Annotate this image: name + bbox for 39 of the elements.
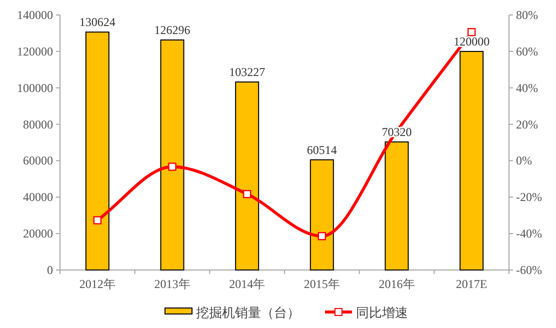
y2-tick-label: -20% [516, 190, 542, 204]
y2-tick-label: 0% [516, 154, 532, 168]
x-tick-label: 2017E [456, 277, 488, 291]
y-tick-label: 140000 [17, 8, 53, 22]
legend-label: 挖掘机销量（台） [196, 305, 300, 320]
y2-tick-label: 40% [516, 80, 538, 95]
x-tick-label: 2013年 [154, 277, 190, 291]
x-tick-label: 2014年 [229, 277, 266, 291]
y-tick-label: 40000 [23, 190, 53, 204]
y-tick-label: 100000 [17, 80, 53, 95]
point [168, 162, 176, 171]
y2-tick-label: 80% [516, 8, 538, 22]
y-tick-label: 0 [47, 263, 53, 277]
bar [310, 159, 334, 270]
point [93, 216, 102, 224]
bar [384, 141, 409, 270]
data-label: 130624 [79, 15, 116, 30]
data-label: 126296 [154, 22, 190, 37]
y-tick-label: 20000 [23, 226, 53, 241]
bar [85, 32, 110, 270]
y2-tick-label: -40% [516, 226, 542, 241]
y2-tick-label: 20% [516, 117, 538, 132]
data-label: 103227 [229, 64, 266, 79]
point [242, 190, 252, 198]
y2-tick-label: 60% [516, 44, 538, 58]
legend-label: 同比增速 [356, 305, 408, 320]
point [318, 232, 326, 240]
data-label: 60514 [306, 142, 337, 157]
x-tick-label: 2016年 [378, 277, 415, 291]
y-tick-label: 80000 [23, 117, 53, 132]
x-tick-label: 2015年 [304, 277, 340, 291]
bar [160, 39, 184, 270]
x-tick-label: 2012年 [79, 277, 116, 291]
point [467, 28, 476, 36]
bar [235, 81, 260, 270]
y2-tick-label: -60% [516, 263, 542, 277]
y-tick-label: 60000 [23, 154, 53, 168]
y-tick-label: 120000 [17, 44, 53, 58]
bar [460, 50, 484, 270]
